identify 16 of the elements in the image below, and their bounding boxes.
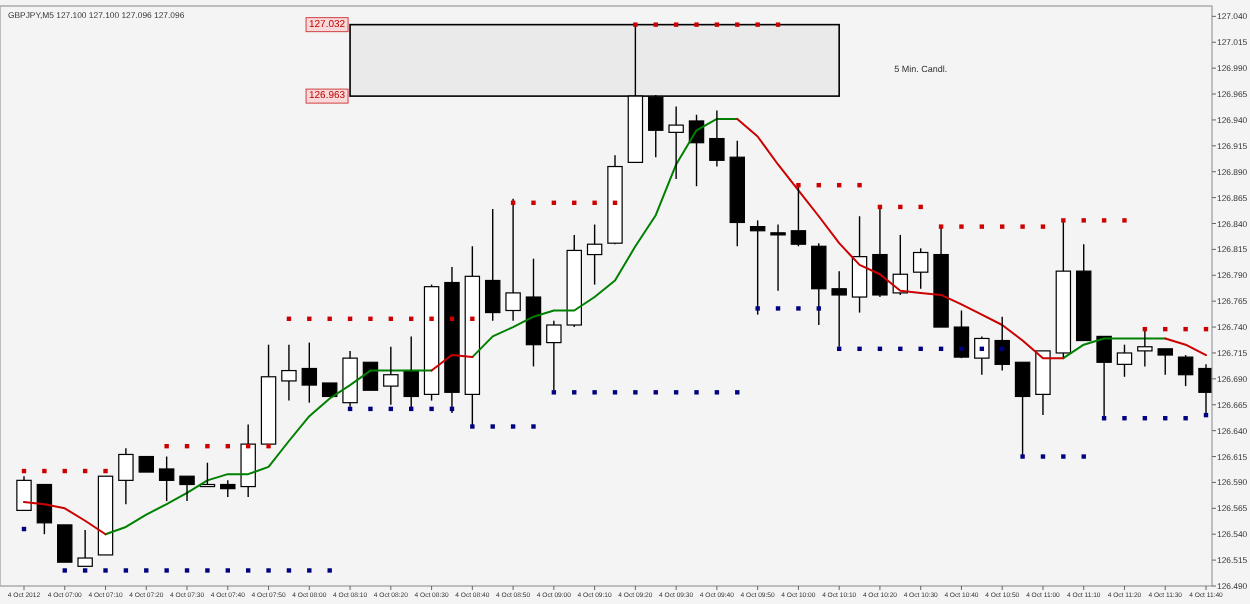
candlestick (668, 105, 684, 180)
candlestick (607, 154, 623, 244)
candlestick (240, 423, 256, 498)
candlestick (525, 258, 542, 368)
candlestick (709, 109, 725, 168)
candlestick (464, 245, 481, 428)
candlestick (118, 447, 134, 505)
candlestick (974, 335, 990, 376)
candlestick (342, 350, 358, 408)
candlestick (281, 343, 297, 402)
candlestick (831, 270, 847, 348)
candlestick (383, 346, 399, 406)
candlestick (586, 223, 603, 286)
candlestick (872, 208, 888, 298)
candlestick (546, 320, 562, 391)
candlestick (770, 223, 786, 292)
